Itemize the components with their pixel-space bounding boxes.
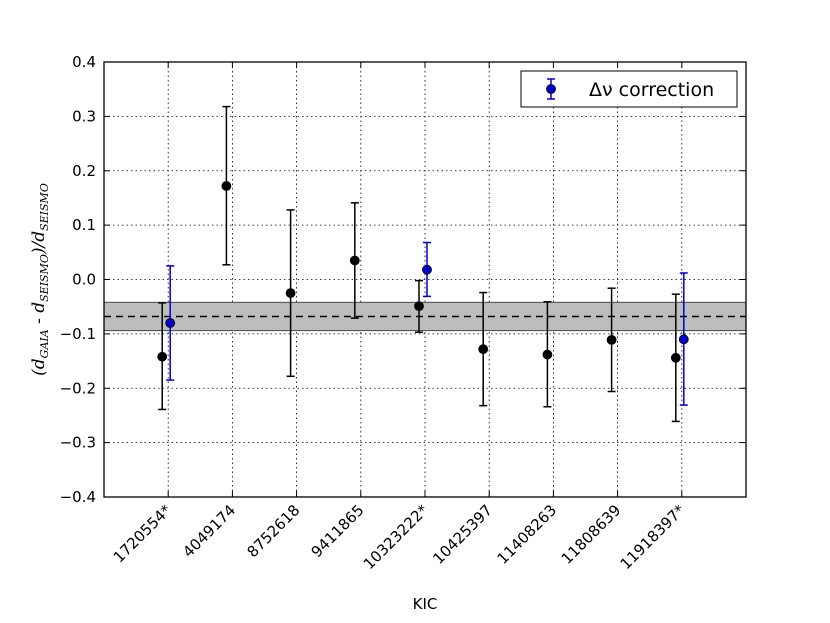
legend-point [546, 84, 556, 94]
data-marks [157, 105, 689, 423]
x-tick-label: 1720554* [110, 501, 176, 567]
x-tick-label: 10323222* [360, 501, 432, 573]
x-tick-label: 10425397 [429, 501, 496, 568]
y-tick-label: −0.4 [60, 488, 96, 506]
y-tick-label: −0.1 [60, 325, 96, 343]
x-tick-label: 9411865 [308, 501, 368, 561]
legend-marker [546, 78, 556, 100]
data-point [670, 352, 681, 363]
ylabel-sub-gaia: GAIA [38, 329, 51, 358]
data-point [157, 351, 168, 362]
x-axis-label: KIC [413, 595, 438, 613]
legend-label: Δν correction [589, 79, 714, 101]
y-tick-label: 0.4 [72, 53, 96, 71]
data-point [542, 349, 553, 360]
y-axis-label: (dGAIA - dSEISMO)/dSEISMO [29, 183, 51, 376]
x-tick-label: 11808639 [558, 501, 625, 568]
x-tick-label: 11918397* [617, 501, 689, 573]
ylabel-sub-seismo-2: SEISMO [38, 183, 51, 231]
y-tick-label: 0.0 [72, 271, 96, 289]
reference-band [103, 301, 747, 332]
data-point [285, 288, 296, 298]
y-tick-label: −0.2 [60, 379, 96, 397]
ylabel-minus: - d [29, 302, 49, 330]
y-tick-label: 0.2 [72, 162, 96, 180]
legend-box [520, 70, 738, 108]
legend: Δν correction [520, 70, 738, 108]
data-point [414, 301, 424, 312]
ylabel-open: (d [29, 358, 49, 376]
y-tick-label: 0.3 [72, 107, 96, 125]
y-tick-label: −0.3 [60, 434, 96, 452]
y-tick-label: 0.1 [72, 216, 96, 234]
x-tick-label: 8752618 [243, 501, 303, 561]
data-point [221, 181, 232, 191]
data-point [349, 255, 360, 266]
grid [104, 62, 746, 497]
ylabel-mid: )/d [29, 231, 49, 255]
data-point [606, 334, 617, 345]
x-tick-label: 4049174 [179, 501, 239, 561]
data-point [678, 334, 689, 345]
data-point [478, 344, 489, 355]
data-point [422, 264, 432, 275]
ylabel-sub-seismo-1: SEISMO [38, 254, 51, 302]
x-tick-label: 11408263 [494, 501, 561, 568]
data-point [165, 318, 176, 328]
